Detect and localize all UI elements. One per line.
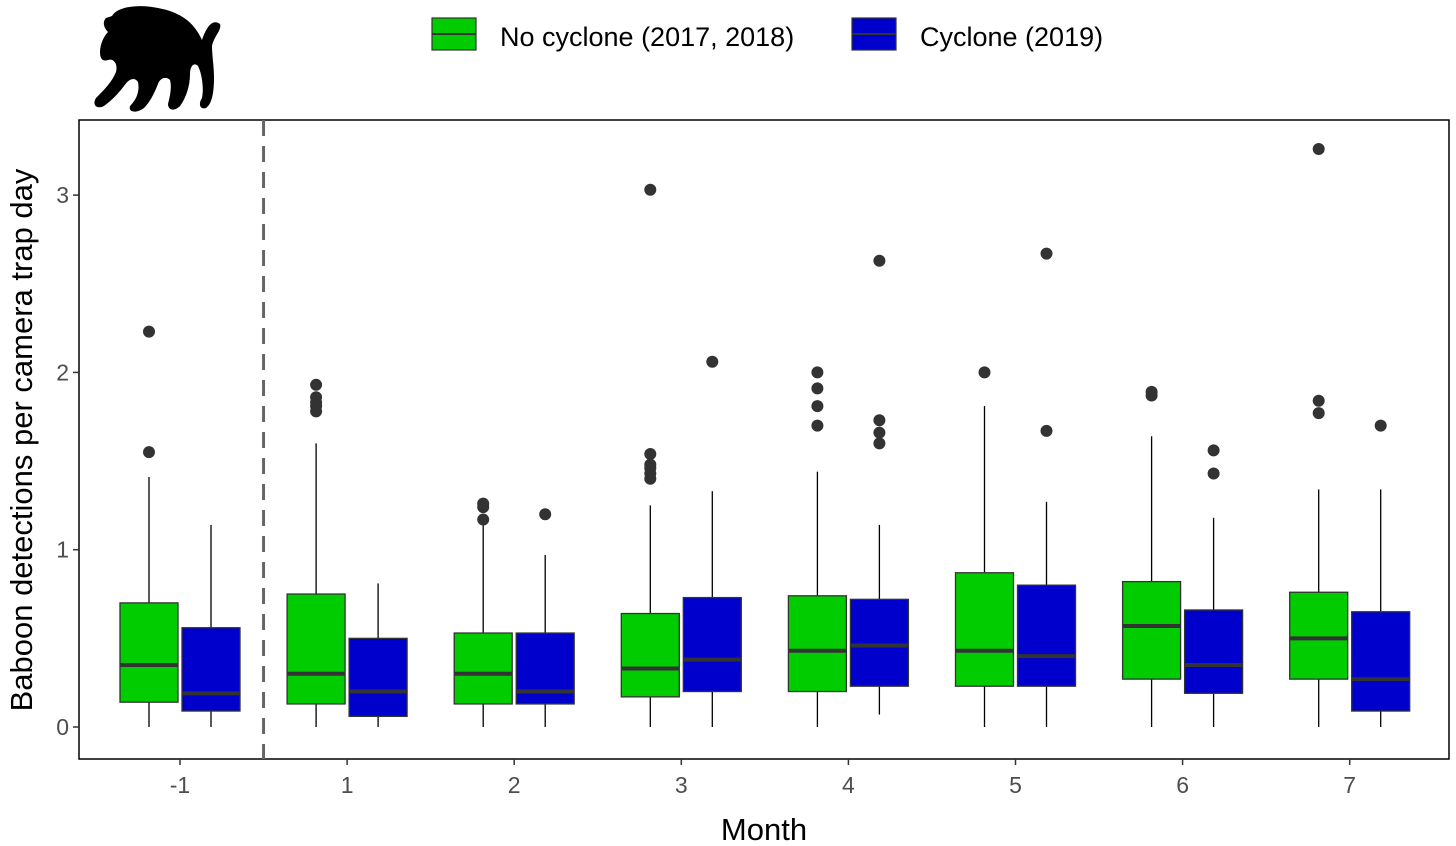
plot-panel (78, 119, 1450, 760)
outlier-point-no-cyclone (310, 391, 323, 404)
x-tick-label: 7 (1343, 772, 1356, 798)
outlier-point-no-cyclone (811, 382, 824, 395)
box-no-cyclone (954, 572, 1015, 687)
box-cyclone (1016, 584, 1077, 687)
legend-label-no-cyclone: No cyclone (2017, 2018) (500, 22, 794, 52)
outlier-point-cyclone (1040, 424, 1053, 437)
outlier-point-cyclone (873, 426, 886, 439)
x-tick-label: 3 (675, 772, 688, 798)
outlier-point-no-cyclone (978, 366, 991, 379)
outlier-point-no-cyclone (310, 378, 323, 391)
outlier-point-cyclone (1374, 419, 1387, 432)
y-tick-label: 3 (56, 182, 69, 208)
y-axis-title: Baboon detections per camera trap day (4, 168, 39, 711)
box-no-cyclone (1289, 591, 1349, 680)
x-tick-label: 2 (508, 772, 521, 798)
outlier-point-cyclone (873, 254, 886, 267)
box-series (119, 143, 1411, 727)
box-cyclone (181, 627, 241, 712)
box-cyclone (1351, 611, 1411, 712)
x-tick-label: -1 (170, 772, 190, 798)
box-cyclone (849, 598, 910, 687)
outlier-point-no-cyclone (143, 325, 155, 338)
outlier-point-cyclone (539, 508, 552, 521)
outlier-point-no-cyclone (644, 183, 657, 196)
outlier-point-no-cyclone (1312, 394, 1325, 407)
outlier-point-no-cyclone (1312, 407, 1325, 420)
outlier-point-cyclone (873, 414, 886, 427)
outlier-point-no-cyclone (1312, 143, 1325, 156)
box-cyclone (1183, 609, 1244, 694)
y-tick-label: 2 (56, 359, 69, 385)
outlier-point-no-cyclone (811, 366, 824, 379)
legend-label-cyclone: Cyclone (2019) (920, 22, 1103, 52)
y-tick-label: 0 (56, 714, 69, 740)
x-tick-label: 4 (842, 772, 855, 798)
y-tick-label: 1 (56, 537, 69, 563)
box-no-cyclone (286, 593, 346, 705)
box-no-cyclone (1121, 580, 1182, 680)
outlier-point-cyclone (706, 355, 719, 368)
outlier-point-no-cyclone (1145, 385, 1158, 398)
y-axis: 0 1 2 3 (56, 182, 79, 740)
x-axis: -1 1 2 3 4 5 6 7 (170, 759, 1356, 798)
baboon-silhouette-icon (94, 6, 221, 112)
box-no-cyclone (620, 612, 680, 698)
outlier-point-no-cyclone (644, 447, 657, 460)
outlier-point-cyclone (1040, 247, 1053, 260)
legend: No cyclone (2017, 2018) Cyclone (2019) (431, 17, 1103, 52)
x-axis-title: Month (721, 812, 807, 846)
x-tick-label: 1 (341, 772, 354, 798)
box-no-cyclone (453, 632, 513, 705)
outlier-point-cyclone (1207, 467, 1220, 480)
x-tick-label: 6 (1176, 772, 1189, 798)
box-cyclone (348, 637, 408, 718)
outlier-point-no-cyclone (811, 419, 824, 432)
outlier-point-cyclone (1207, 444, 1220, 457)
outlier-point-no-cyclone (644, 458, 657, 471)
outlier-point-cyclone (873, 437, 886, 450)
outlier-point-no-cyclone (143, 446, 155, 459)
x-tick-label: 5 (1009, 772, 1022, 798)
box-cyclone (682, 596, 742, 693)
box-no-cyclone (119, 602, 179, 703)
outlier-point-no-cyclone (811, 400, 824, 413)
outlier-point-no-cyclone (477, 513, 490, 526)
outlier-point-no-cyclone (477, 497, 490, 510)
box-no-cyclone (787, 595, 848, 693)
